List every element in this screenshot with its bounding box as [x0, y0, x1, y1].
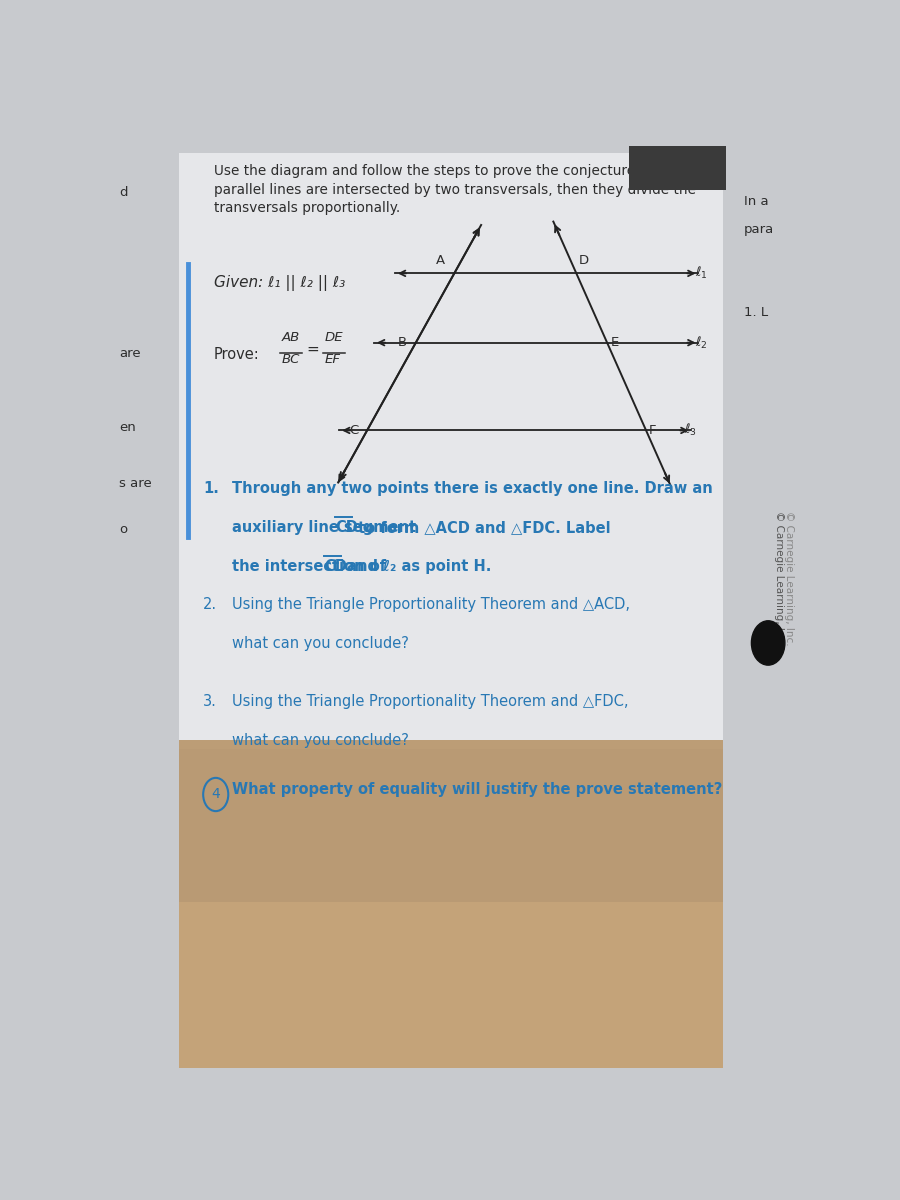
Text: para: para: [743, 222, 774, 235]
Text: Using the Triangle Proportionality Theorem and △ACD,: Using the Triangle Proportionality Theor…: [232, 596, 631, 612]
Text: Using the Triangle Proportionality Theorem and △FDC,: Using the Triangle Proportionality Theor…: [232, 694, 629, 709]
Text: $\ell_3$: $\ell_3$: [684, 422, 698, 438]
FancyBboxPatch shape: [179, 158, 723, 740]
Text: In a: In a: [743, 194, 769, 208]
Text: d: d: [120, 186, 128, 198]
Text: 2.: 2.: [203, 596, 217, 612]
FancyBboxPatch shape: [628, 146, 726, 190]
Text: 3.: 3.: [203, 694, 217, 709]
Circle shape: [752, 620, 785, 665]
Text: $\ell_1$: $\ell_1$: [695, 265, 707, 282]
Text: AB: AB: [282, 330, 300, 343]
Text: C: C: [349, 424, 358, 437]
Text: what can you conclude?: what can you conclude?: [232, 732, 410, 748]
Text: are: are: [120, 347, 141, 360]
Text: BC: BC: [282, 353, 300, 366]
Text: Use the diagram and follow the steps to prove the conjecture that if three
paral: Use the diagram and follow the steps to …: [213, 164, 721, 215]
Text: E: E: [610, 336, 618, 349]
Text: what can you conclude?: what can you conclude?: [232, 636, 410, 650]
Text: en: en: [120, 421, 136, 434]
Text: 4: 4: [212, 787, 220, 802]
Text: EF: EF: [325, 353, 340, 366]
Text: the intersection of: the intersection of: [232, 559, 392, 574]
Text: F: F: [649, 424, 656, 437]
Text: =: =: [306, 342, 319, 356]
Text: DE: DE: [325, 330, 343, 343]
Text: CD: CD: [335, 520, 358, 535]
Text: B: B: [398, 336, 407, 349]
Text: Prove:: Prove:: [213, 347, 259, 362]
Text: Given: ℓ₁ || ℓ₂ || ℓ₃: Given: ℓ₁ || ℓ₂ || ℓ₃: [213, 275, 345, 292]
Text: © Carnegie Learning, Inc.: © Carnegie Learning, Inc.: [784, 511, 794, 646]
Text: Through any two points there is exactly one line. Draw an: Through any two points there is exactly …: [232, 481, 713, 497]
FancyBboxPatch shape: [179, 901, 723, 1068]
Text: 1.: 1.: [203, 481, 219, 497]
Text: auxiliary line segment: auxiliary line segment: [232, 520, 422, 535]
Text: A: A: [436, 254, 446, 268]
Text: D: D: [579, 254, 590, 268]
Text: © Carnegie Learning, Inc.: © Carnegie Learning, Inc.: [774, 511, 784, 646]
FancyBboxPatch shape: [179, 154, 723, 749]
FancyBboxPatch shape: [179, 740, 723, 1068]
Text: and ℓ₂ as point H.: and ℓ₂ as point H.: [342, 559, 491, 574]
Text: to form △ACD and △FDC. Label: to form △ACD and △FDC. Label: [353, 520, 611, 535]
Text: CD: CD: [324, 559, 346, 574]
Text: What property of equality will justify the prove statement?: What property of equality will justify t…: [232, 781, 723, 797]
Text: $\ell_2$: $\ell_2$: [695, 335, 707, 350]
Text: o: o: [120, 523, 128, 536]
FancyBboxPatch shape: [179, 158, 723, 740]
Text: 1. L: 1. L: [743, 306, 768, 319]
Text: s are: s are: [120, 476, 152, 490]
